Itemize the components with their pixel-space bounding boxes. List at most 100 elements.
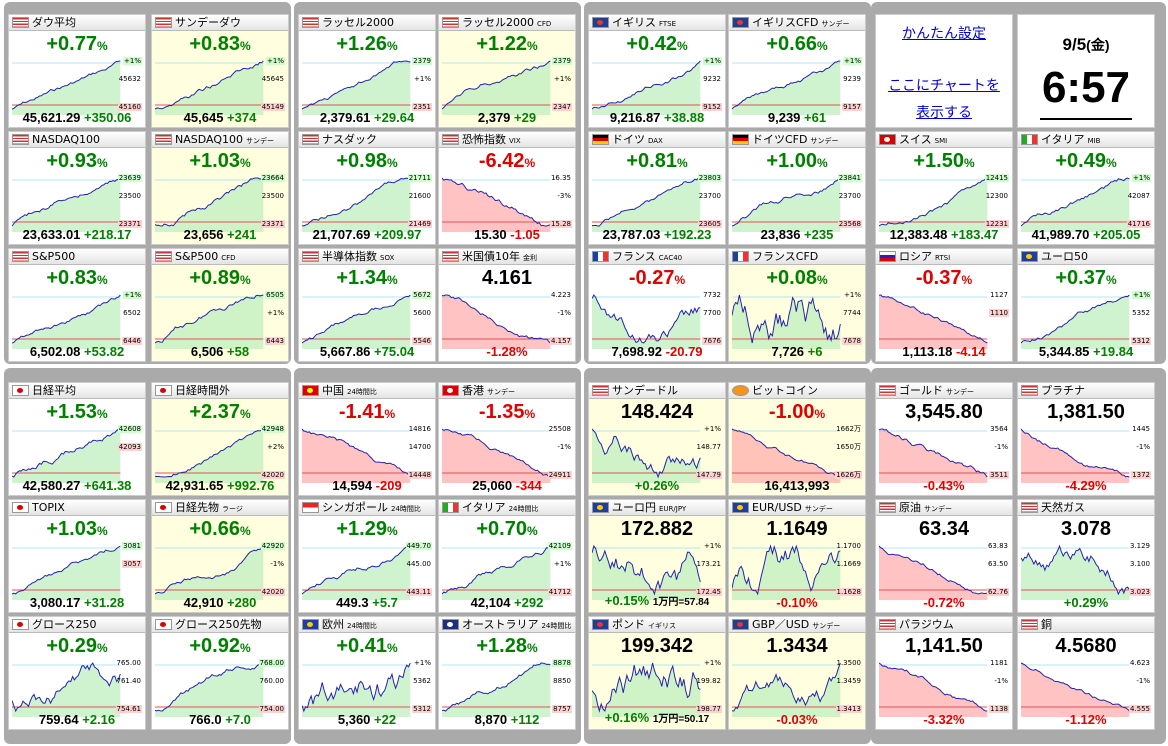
ticker-tile[interactable]: サンデーダウ +0.83% +1% 45645 45149 45,645 +374	[151, 14, 289, 128]
ticker-tile[interactable]: NASDAQ100 +0.93% 23639 23500 23371 23,633.…	[8, 131, 146, 245]
ticker-name: 中国 24時間比	[322, 384, 377, 397]
price-level: 42,931.65	[165, 478, 224, 493]
ticker-tile[interactable]: イギリス FTSE +0.42% +1% 9232 9152 9,216.87 +38…	[588, 14, 726, 128]
ticker-tile[interactable]: 天然ガス 3.078 3.129 3.100 3.023 +0.29%	[1017, 499, 1155, 613]
axis-tick-label: 9239	[843, 75, 861, 83]
ticker-tile[interactable]: 日経先物 ラージ +0.66% 42920 -1% 42020 42,910 +280	[151, 499, 289, 613]
tile-header: 原油 サンデー	[876, 500, 1012, 516]
ticker-tile[interactable]: フランス CAC40 -0.27% 7732 7700 7676 7,698.92 -…	[588, 248, 726, 362]
sparkline-area	[302, 546, 411, 600]
ticker-tile[interactable]: S&P500 +0.83% +1% 6502 6446 6,502.08 +53.8…	[8, 248, 146, 362]
price-change: -1.05	[510, 227, 540, 242]
sparkline-line	[592, 177, 701, 227]
ticker-tile[interactable]: フランスCFD +0.08% +1% 7744 7678 7,726 +6	[728, 248, 866, 362]
ticker-tile[interactable]: ナスダック +0.98% 21711 21600 21469 21,707.69 +…	[298, 131, 436, 245]
chart-link-2[interactable]: 表示する	[916, 105, 972, 121]
ticker-name: 恐怖指数 VIX	[462, 133, 521, 146]
price-change: +29.64	[374, 110, 415, 125]
ticker-tile[interactable]: プラチナ 1,381.50 1445 -1% 1372 -4.29%	[1017, 382, 1155, 496]
ticker-tile[interactable]: ロシア RTSI -0.37% 1127 1110 1,113.18 -4.14	[875, 248, 1013, 362]
axis-tick-label: 2347	[552, 103, 572, 111]
ticker-tile[interactable]: オーストラリア 24時間比 +1.28% 8878 8850 8757 8,870 +…	[438, 616, 576, 730]
ticker-subtitle: サンデー	[946, 388, 974, 396]
sparkline-chart: 23841 23700 23568	[732, 172, 862, 232]
flag-icon	[155, 134, 172, 145]
ticker-tile[interactable]: イタリア MIB +0.49% +1% 42087 41716 41,989.70 +…	[1017, 131, 1155, 245]
ticker-tile[interactable]: ダウ平均 +0.77% +1% 45632 45160 45,621.29 +350…	[8, 14, 146, 128]
ticker-tile[interactable]: 米国債10年 金利 4.161 4.223 -1% 4.157 -1.28%	[438, 248, 576, 362]
ticker-tile[interactable]: サンデードル 148.424 +1% 148.77 147.79 +0.26%	[588, 382, 726, 496]
flag-icon	[592, 502, 609, 513]
price-change-pct: +0.29%	[1063, 595, 1109, 610]
ticker-tile[interactable]: ドイツ DAX +0.81% 23803 23700 23605 23,787.03 …	[588, 131, 726, 245]
ticker-tile[interactable]: グロース250 +0.29% 765.00 761.40 754.61 759.64…	[8, 616, 146, 730]
ticker-tile[interactable]: ドイツCFD サンデー +1.00% 23841 23700 23568 23,836…	[728, 131, 866, 245]
axis-tick-label: 9232	[703, 75, 721, 83]
sparkline-chart: 6505 +1% 6443	[155, 289, 285, 349]
sparkline-area	[155, 429, 264, 483]
ticker-tile[interactable]: S&P500 CFD +0.89% 6505 +1% 6443 6,506 +58	[151, 248, 289, 362]
tile-header: フランスCFD	[729, 249, 865, 265]
axis-tick-label: 1.1669	[836, 560, 862, 568]
price-change-pct: -3.32%	[923, 712, 965, 727]
sparkline-svg	[442, 60, 551, 115]
ticker-tile[interactable]: シンガポール 24時間比 +1.29% 449.70 445.00 443.11 44…	[298, 499, 436, 613]
price-level: 449.3	[336, 595, 369, 610]
ticker-tile[interactable]: イギリスCFD サンデー +0.66% +1% 9239 9157 9,239 +61	[728, 14, 866, 128]
sparkline-line	[592, 662, 701, 713]
ticker-tile[interactable]: GBP／USD サンデー 1.3434 1.3500 1.3459 1.3413 -0…	[728, 616, 866, 730]
ticker-tile[interactable]: 恐怖指数 VIX -6.42% 16.35 -3% 15.28 15.30 -1.05	[438, 131, 576, 245]
sparkline-chart: +1% 5362 5312	[302, 657, 432, 717]
price-level: 23,787.03	[602, 227, 661, 242]
sparkline-line	[155, 662, 264, 712]
ticker-tile[interactable]: ラッセル2000 CFD +1.22% 2379 +1% 2347 2,379 +29	[438, 14, 576, 128]
price-level: 759.64	[38, 712, 79, 727]
ticker-tile[interactable]: 香港 サンデー -1.35% 25508 -1% 24911 25,060 -344	[438, 382, 576, 496]
axis-tick-label: 173.21	[696, 560, 722, 568]
ticker-name: NASDAQ100	[32, 133, 100, 146]
sparkline-svg	[732, 60, 841, 115]
price-footer: 45,621.29 +350.06	[9, 111, 145, 125]
axis-tick-label: +1%	[703, 57, 722, 65]
ticker-tile[interactable]: イタリア 24時間比 +0.70% 42109 +1% 41712 42,104 +2…	[438, 499, 576, 613]
ticker-tile[interactable]: EUR/USD サンデー 1.1649 1.1700 1.1669 1.1628 -0…	[728, 499, 866, 613]
ticker-tile[interactable]: TOPIX +1.03% 3081 3057 3,080.17 +31.28	[8, 499, 146, 613]
ticker-tile[interactable]: 半導体指数 SOX +1.34% 5672 5600 5546 5,667.86 +7…	[298, 248, 436, 362]
ticker-tile[interactable]: スイス SMI +1.50% 12415 12300 12231 12,383.48 …	[875, 131, 1013, 245]
price-change: +641.38	[84, 478, 132, 493]
ticker-tile[interactable]: 銅 4.5680 4.623 -1% 4.555 -1.12%	[1017, 616, 1155, 730]
ticker-name: ダウ平均	[32, 16, 76, 29]
price-change: -344	[515, 478, 542, 493]
sparkline-chart: 8878 8850 8757	[442, 657, 572, 717]
ticker-tile[interactable]: 日経平均 +1.53% 42608 42093 42,580.27 +641.38	[8, 382, 146, 496]
sparkline-svg	[879, 428, 988, 483]
simple-setting-link[interactable]: かんたん設定	[902, 26, 986, 42]
ticker-tile[interactable]: 欧州 24時間比 +0.41% +1% 5362 5312 5,360 +22	[298, 616, 436, 730]
ticker-tile[interactable]: 中国 24時間比 -1.41% 14816 14700 14448 14,594 -2…	[298, 382, 436, 496]
price-footer: 42,931.65 +992.76	[152, 479, 288, 493]
ticker-name: ポンド イギリス	[612, 618, 676, 631]
ticker-tile[interactable]: 原油 サンデー 63.34 63.83 63.50 62.76 -0.72%	[875, 499, 1013, 613]
ticker-subtitle: サンデー	[812, 622, 841, 630]
sparkline-area	[1021, 546, 1130, 600]
ticker-tile[interactable]: ユーロ円 EUR/JPY 172.882 +1% 173.21 172.45 +0.1…	[588, 499, 726, 613]
sparkline-area	[592, 295, 701, 349]
sparkline-area	[1021, 178, 1130, 232]
chart-link[interactable]: ここにチャートを	[888, 78, 1000, 94]
ticker-tile[interactable]: ポンド イギリス 199.342 +1% 199.82 198.77 +0.16% 1…	[588, 616, 726, 730]
tile-header: サンデーダウ	[152, 15, 288, 31]
ticker-tile[interactable]: ゴールド サンデー 3,545.80 3564 -1% 3511 -0.43%	[875, 382, 1013, 496]
ticker-tile[interactable]: ユーロ50 +0.37% +1% 5352 5312 5,344.85 +19.84	[1017, 248, 1155, 362]
ticker-tile[interactable]: パラジウム 1,141.50 1181 -1% 1138 -3.32%	[875, 616, 1013, 730]
ticker-tile[interactable]: ラッセル2000 +1.26% 2379 +1% 2351 2,379.61 +29…	[298, 14, 436, 128]
axis-tick-label: 42109	[547, 542, 572, 550]
ticker-subtitle: SOX	[380, 254, 395, 262]
ticker-name: 原油 サンデー	[899, 501, 952, 514]
price-change-pct: -4.29%	[1065, 478, 1107, 493]
flag-icon	[592, 385, 609, 396]
change-value: +0.66%	[189, 518, 251, 540]
ticker-tile[interactable]: NASDAQ100 サンデー +1.03% 23664 23500 23371 23,…	[151, 131, 289, 245]
ticker-tile[interactable]: ビットコイン -1.00% 1662万 1650万 1626万 16,413,993	[728, 382, 866, 496]
ticker-tile[interactable]: グロース250先物 +0.92% 768.00 760.00 754.00 766.…	[151, 616, 289, 730]
ticker-tile[interactable]: 日経時間外 +2.37% 42948 +2% 42020 42,931.65 +99…	[151, 382, 289, 496]
